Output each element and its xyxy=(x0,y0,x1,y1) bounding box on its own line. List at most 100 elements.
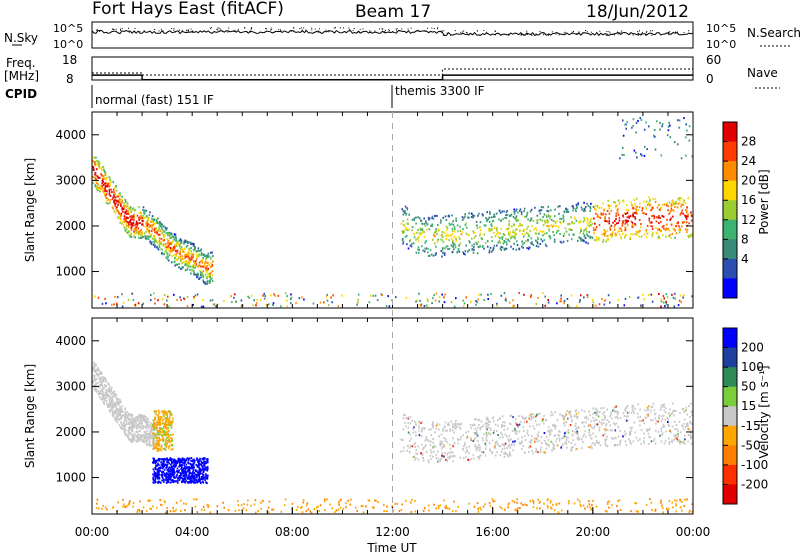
heatmap-cell xyxy=(159,419,161,422)
nsearch-point xyxy=(370,30,372,32)
heatmap-cell xyxy=(95,163,98,166)
heatmap-cell xyxy=(176,470,178,473)
heatmap-cell xyxy=(98,176,101,179)
heatmap-cell xyxy=(614,429,617,432)
nsearch-point xyxy=(382,28,384,30)
heatmap-cell xyxy=(139,222,141,224)
nsearch-point xyxy=(675,31,676,33)
heatmap-cell xyxy=(658,237,661,240)
heatmap-cell xyxy=(190,258,193,261)
nsearch-point xyxy=(120,29,121,31)
heatmap-cell xyxy=(652,206,654,209)
heatmap-cell xyxy=(559,205,561,208)
heatmap-cell xyxy=(684,438,686,441)
heatmap-cell xyxy=(147,443,150,446)
heatmap-cell xyxy=(690,437,692,440)
heatmap-cell xyxy=(496,227,498,230)
nsearch-point xyxy=(352,30,354,32)
heatmap-cell xyxy=(504,424,506,427)
heatmap-cell xyxy=(152,457,155,460)
heatmap-cell xyxy=(545,447,548,450)
heatmap-cell xyxy=(192,476,195,479)
heatmap-cell xyxy=(196,464,199,467)
heatmap-cell xyxy=(168,466,170,469)
heatmap-cell xyxy=(135,435,138,438)
heatmap-cell xyxy=(691,232,693,235)
heatmap-cell xyxy=(464,215,466,218)
heatmap-cell xyxy=(145,230,148,233)
heatmap-cell xyxy=(109,195,112,197)
heatmap-cell xyxy=(470,300,472,303)
heatmap-cell xyxy=(198,264,201,267)
heatmap-cell xyxy=(545,245,548,248)
heatmap-cell xyxy=(166,252,169,255)
heatmap-cell xyxy=(606,408,609,411)
heatmap-cell xyxy=(96,189,99,192)
heatmap-cell xyxy=(117,195,120,198)
heatmap-cell xyxy=(656,232,659,235)
heatmap-cell xyxy=(99,384,101,387)
heatmap-cell xyxy=(669,211,671,214)
heatmap-cell xyxy=(155,475,157,478)
heatmap-cell xyxy=(520,441,523,444)
heatmap-cell xyxy=(95,369,97,372)
heatmap-cell xyxy=(402,439,404,441)
nave-tick-bottom: 0 xyxy=(706,72,714,86)
heatmap-cell xyxy=(100,167,102,170)
heatmap-cell xyxy=(152,429,154,432)
heatmap-cell xyxy=(543,439,546,442)
heatmap-cell xyxy=(115,185,117,187)
heatmap-cell xyxy=(438,423,441,426)
heatmap-cell xyxy=(146,215,148,217)
heatmap-cell xyxy=(262,294,264,297)
heatmap-cell xyxy=(153,424,156,426)
heatmap-cell xyxy=(198,466,201,469)
heatmap-cell xyxy=(149,433,151,436)
heatmap-cell xyxy=(153,238,155,241)
heatmap-cell xyxy=(445,233,448,236)
heatmap-cell xyxy=(170,475,173,478)
heatmap-cell xyxy=(448,247,451,250)
heatmap-cell xyxy=(485,436,488,439)
heatmap-cell xyxy=(173,238,176,241)
heatmap-cell xyxy=(603,219,606,222)
heatmap-cell xyxy=(202,299,204,301)
heatmap-cell xyxy=(531,449,533,452)
heatmap-cell xyxy=(93,361,95,364)
heatmap-cell xyxy=(158,420,160,422)
heatmap-cell xyxy=(604,216,606,219)
heatmap-cell xyxy=(208,255,210,258)
heatmap-cell xyxy=(572,439,575,442)
heatmap-cell xyxy=(206,270,208,273)
heatmap-cell xyxy=(154,440,157,443)
heatmap-cell xyxy=(684,228,687,231)
heatmap-cell xyxy=(157,481,160,484)
heatmap-cell xyxy=(466,233,469,236)
heatmap-cell xyxy=(103,188,106,191)
heatmap-cell xyxy=(438,428,440,431)
heatmap-cell xyxy=(471,244,473,247)
heatmap-cell xyxy=(109,199,112,202)
heatmap-cell xyxy=(99,380,101,383)
heatmap-cell xyxy=(105,380,108,383)
heatmap-cell xyxy=(539,209,542,212)
heatmap-cell xyxy=(599,216,602,219)
heatmap-cell xyxy=(508,234,511,237)
heatmap-cell xyxy=(554,221,557,224)
heatmap-cell xyxy=(619,157,621,160)
heatmap-cell xyxy=(638,235,640,238)
heatmap-cell xyxy=(569,414,572,417)
heatmap-cell xyxy=(130,228,132,231)
heatmap-cell xyxy=(164,448,167,451)
nsearch-label: N.Search xyxy=(747,26,800,40)
heatmap-cell xyxy=(178,475,181,477)
heatmap-cell xyxy=(615,437,617,440)
colorbar-tick-label: 4 xyxy=(741,252,749,266)
heatmap-cell xyxy=(103,394,106,397)
heatmap-cell xyxy=(518,430,521,433)
heatmap-cell xyxy=(576,426,579,429)
heatmap-cell xyxy=(637,439,639,442)
heatmap-cell xyxy=(587,218,589,221)
heatmap-cell xyxy=(448,214,450,217)
